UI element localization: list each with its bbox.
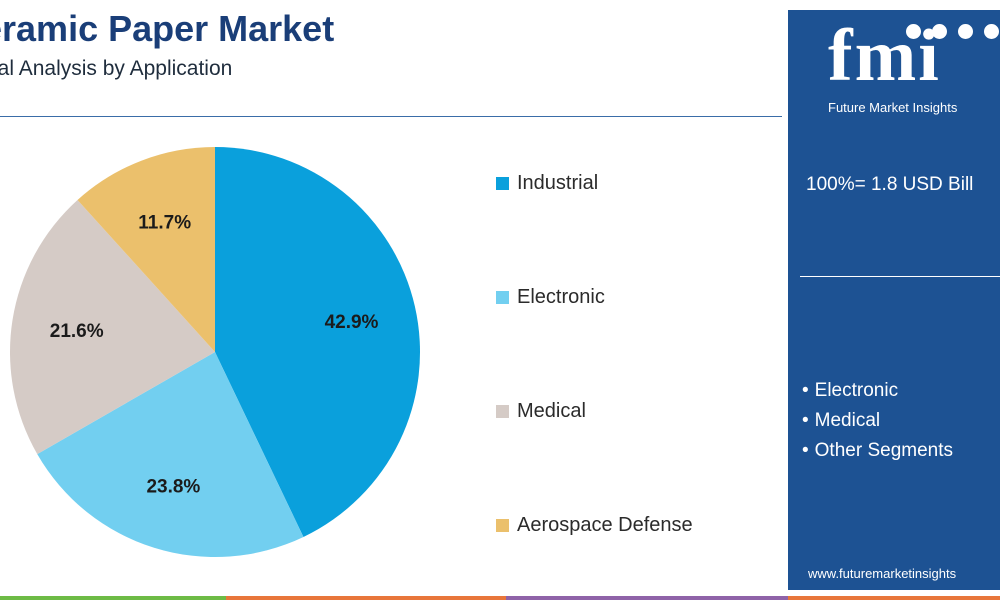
legend-label-aerospace-defense: Aerospace Defense bbox=[517, 514, 693, 536]
legend-item-electronic: Electronic bbox=[496, 286, 605, 309]
title-divider bbox=[0, 116, 782, 117]
page-title: eramic Paper Market bbox=[0, 8, 335, 49]
bottom-bar-orange-right bbox=[788, 596, 1000, 600]
pie-label-medical: 21.6% bbox=[50, 321, 104, 342]
bottom-bar-purple bbox=[506, 596, 788, 600]
website-link[interactable]: www.futuremarketinsights bbox=[808, 566, 957, 581]
segment-item-electronic: Electronic bbox=[802, 376, 953, 406]
legend-item-industrial: Industrial bbox=[496, 172, 598, 195]
page-subtitle: bal Analysis by Application bbox=[0, 57, 233, 80]
panel-divider bbox=[800, 276, 1000, 277]
logo-dot-icon bbox=[958, 24, 973, 39]
pie-label-industrial: 42.9% bbox=[325, 312, 379, 333]
segment-item-other: Other Segments bbox=[802, 436, 953, 466]
legend-swatch-electronic bbox=[496, 291, 509, 304]
pie-slice-aerospace-defense bbox=[77, 147, 215, 352]
legend-item-aerospace-defense: Aerospace Defense bbox=[496, 514, 693, 537]
info-panel: fmi Future Market Insights 100%= 1.8 USD… bbox=[788, 10, 1000, 590]
segment-item-medical: Medical bbox=[802, 406, 953, 436]
logo-caption: Future Market Insights bbox=[828, 100, 958, 115]
bottom-bar-orange bbox=[226, 596, 506, 600]
legend-swatch-medical bbox=[496, 405, 509, 418]
pie-chart: 42.9% 23.8% 21.6% 11.7% bbox=[9, 147, 421, 558]
logo-dot-icon bbox=[984, 24, 999, 39]
legend-item-medical: Medical bbox=[496, 400, 586, 423]
bottom-color-bar bbox=[0, 596, 1000, 600]
segment-list: Electronic Medical Other Segments bbox=[802, 376, 953, 466]
pie-slice-electronic bbox=[37, 352, 304, 558]
logo-icons bbox=[906, 24, 1000, 44]
logo-dot-icon bbox=[906, 24, 921, 39]
pie-slice-industrial bbox=[215, 147, 421, 537]
legend-label-medical: Medical bbox=[517, 400, 586, 422]
pie-label-aerospace-defense: 11.7% bbox=[138, 212, 191, 233]
legend-swatch-aerospace-defense bbox=[496, 519, 509, 532]
legend-label-industrial: Industrial bbox=[517, 172, 599, 194]
logo-dot-icon bbox=[932, 24, 947, 39]
pie-label-electronic: 23.8% bbox=[146, 477, 200, 498]
legend-label-electronic: Electronic bbox=[517, 286, 605, 308]
market-total: 100%= 1.8 USD Bill bbox=[806, 174, 974, 195]
pie-slice-medical bbox=[9, 199, 216, 455]
bottom-bar-green bbox=[0, 596, 226, 600]
legend-swatch-industrial bbox=[496, 177, 509, 190]
fmi-logo: fmi Future Market Insights bbox=[828, 16, 1000, 126]
